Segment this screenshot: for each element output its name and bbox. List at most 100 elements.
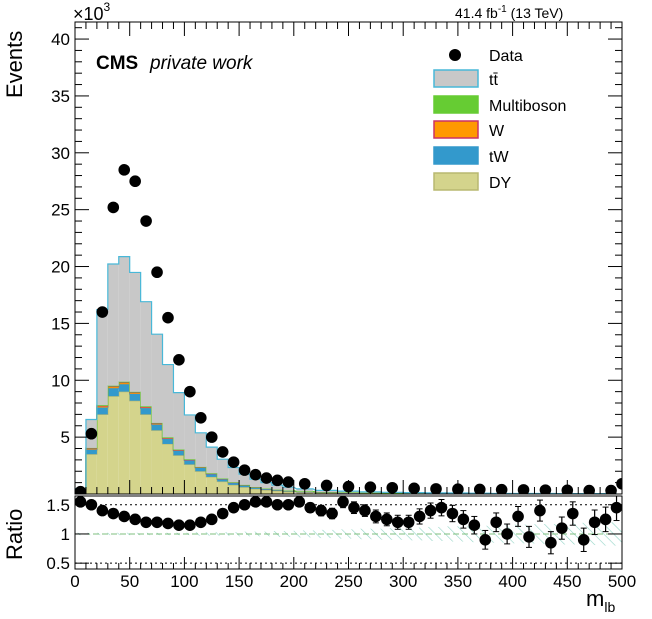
ratio-point [545, 536, 557, 549]
ratio-point [75, 496, 87, 508]
stack-bar-dy [239, 487, 251, 494]
ratio-band-bin [600, 522, 612, 546]
ratio-band-bin [293, 530, 305, 538]
data-point [184, 385, 196, 398]
private-work-label: private work [149, 53, 254, 74]
legend-swatch-dy [433, 172, 479, 191]
stack-bar-tt [162, 364, 174, 438]
ratio-y-tick-label: 0.5 [46, 554, 70, 573]
stack-bar-dy [96, 414, 108, 494]
ratio-point-group [566, 501, 579, 526]
data-point [227, 456, 240, 468]
ratio-point [107, 507, 120, 520]
ratio-point [151, 516, 163, 529]
ratio-point [490, 516, 502, 529]
x-tick-label: 200 [280, 572, 308, 591]
ratio-point [205, 513, 218, 526]
ratio-band-bin [85, 532, 97, 536]
scale-factor-label: ×103 [73, 0, 111, 24]
ratio-point-group [96, 504, 109, 517]
ratio-band-bin [337, 529, 349, 539]
x-tick-label: 250 [334, 572, 362, 591]
ratio-point-group [238, 498, 251, 511]
data-point [140, 215, 152, 227]
ratio-point-group [490, 512, 502, 533]
stack-bar-tw [151, 424, 163, 431]
y-tick-label: 40 [51, 30, 70, 49]
stack-bar-tt [140, 301, 152, 407]
lumi-exponent: -1 [498, 4, 507, 15]
legend-item-w: W [433, 120, 505, 140]
y-tick-label: 20 [51, 258, 70, 277]
x-tick-label: 500 [608, 572, 636, 591]
stack-bar-w [96, 405, 108, 408]
x-tick-label: 50 [120, 572, 139, 591]
ratio-point [610, 501, 622, 514]
ratio-point-group [260, 496, 273, 508]
y-tick-label: 35 [51, 87, 70, 106]
stack-bar-tw [107, 388, 119, 397]
stack-bar-tw [129, 393, 141, 401]
stack-bar-tw [206, 474, 218, 477]
data-point [271, 474, 284, 487]
ratio-point-group [75, 496, 87, 508]
data-point [129, 175, 141, 188]
ratio-point [162, 517, 174, 530]
stack-bar-tt [118, 256, 130, 382]
legend-label-ttbar: tt̄ [489, 72, 498, 89]
stack-bar-dy [162, 443, 174, 494]
ratio-axis-title: Ratio [2, 509, 27, 560]
ratio-point-group [545, 531, 557, 555]
stack-bar-tt [173, 392, 185, 450]
ratio-axis-ticks: 0.5 1 1.5 0 50 100 150 200 250 300 350 400 450 500 [46, 496, 636, 591]
ratio-point-group [85, 498, 98, 511]
x-tick-label: 450 [553, 572, 581, 591]
ratio-y-tick-label: 1.5 [46, 496, 70, 515]
stack-bar-tw [250, 487, 261, 489]
data-point [75, 485, 87, 494]
ratio-point [326, 507, 338, 520]
stack-bar-tt [151, 334, 163, 423]
legend-swatch-w [433, 120, 479, 139]
stack-bar-dy [260, 490, 272, 494]
ratio-point-group [534, 499, 546, 522]
ratio-point [118, 510, 131, 523]
ratio-point [512, 510, 524, 523]
ratio-point [588, 516, 601, 529]
legend-item-ttbar: tt̄ [433, 69, 498, 89]
ratio-point [96, 504, 109, 517]
legend: Data tt̄ Multiboson W tW DY [433, 48, 566, 192]
data-point [282, 476, 295, 488]
legend-item-dy: DY [433, 172, 512, 192]
ratio-point-group [315, 504, 327, 517]
x-tick-label: 150 [225, 572, 253, 591]
ratio-point-group [380, 512, 393, 527]
data-point [173, 353, 185, 366]
stack-bar-tw [162, 438, 174, 444]
ratio-point [501, 528, 513, 540]
ratio-point-group [512, 506, 524, 527]
stack-bar-tt [184, 414, 196, 460]
ratio-point-group [577, 527, 590, 552]
stack-bar-tt [129, 272, 141, 392]
stack-bar-dy [271, 490, 283, 494]
ratio-point [468, 519, 481, 531]
data-point [249, 468, 262, 481]
scale-factor-base: ×10 [73, 4, 104, 24]
ratio-point-group [359, 504, 371, 517]
stack-bar-tw [118, 384, 130, 392]
stack-bar-tw [217, 479, 229, 482]
ratio-point [293, 496, 306, 508]
ratio-point [534, 504, 546, 517]
ratio-point [348, 501, 360, 514]
stack-bar-tw [85, 449, 97, 455]
ratio-point [315, 504, 327, 517]
ratio-point [249, 496, 262, 508]
ratio-band-bin [446, 526, 458, 542]
ratio-point [337, 496, 349, 508]
ratio-point [523, 531, 535, 543]
data-point [616, 477, 622, 490]
stack-bar-tw [239, 485, 251, 488]
stack-bar-dy [85, 454, 97, 494]
